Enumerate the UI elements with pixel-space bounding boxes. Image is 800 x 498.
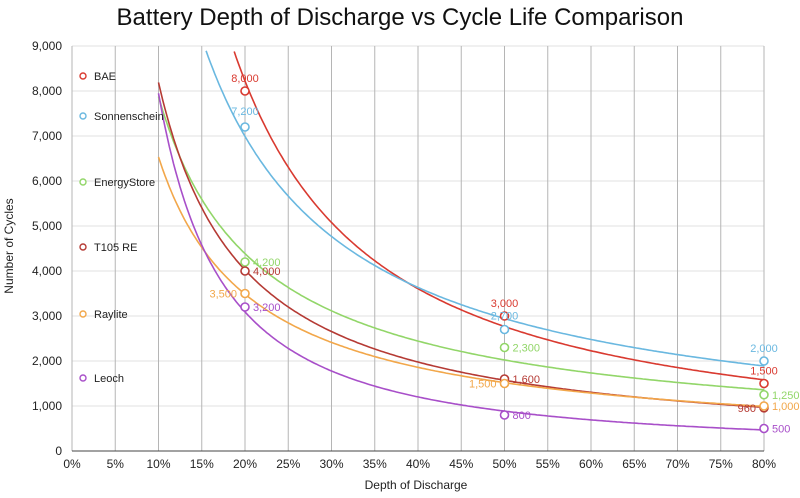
y-tick-label: 1,000	[32, 399, 62, 413]
x-tick-label: 75%	[709, 457, 733, 471]
data-label: 4,200	[253, 257, 281, 269]
data-point	[240, 86, 250, 96]
x-tick-label: 35%	[363, 457, 387, 471]
data-point	[240, 122, 250, 132]
data-label: 7,200	[231, 106, 259, 118]
legend: BAE Sonnenschein EnergyStore T105 RE Raylite…	[79, 71, 164, 385]
data-label: 1,000	[772, 401, 800, 413]
legend-marker	[79, 112, 87, 120]
x-axis-title: Depth of Discharge	[365, 478, 468, 492]
data-label: 3,200	[253, 302, 281, 314]
data-label: 1,250	[772, 390, 800, 402]
series-line	[157, 96, 765, 391]
y-axis-title: Number of Cycles	[2, 198, 16, 293]
data-label: 3,000	[491, 298, 519, 310]
data-label: 2,000	[750, 343, 778, 355]
x-tick-label: 40%	[406, 457, 430, 471]
data-points	[240, 86, 769, 434]
data-point	[759, 378, 769, 389]
legend-label: Sonnenschein	[94, 111, 164, 123]
series-line	[205, 50, 765, 367]
x-tick-label: 20%	[233, 457, 257, 471]
y-tick-label: 7,000	[32, 129, 62, 143]
data-point	[240, 266, 250, 276]
tick-labels: 0 1,000 2,000 3,000 4,000 5,000 6,000 7,000 8,00…	[32, 39, 776, 471]
x-tick-label: 10%	[146, 457, 170, 471]
data-label: 4,000	[253, 266, 281, 278]
data-label: 1,500	[469, 379, 497, 391]
series-line	[157, 156, 765, 408]
x-tick-label: 30%	[319, 457, 343, 471]
data-label: 960	[738, 403, 756, 415]
legend-label: BAE	[94, 71, 116, 83]
x-tick-label: 70%	[665, 457, 689, 471]
data-label: 1,600	[513, 374, 541, 386]
x-tick-label: 15%	[190, 457, 214, 471]
data-label: 2,300	[513, 343, 541, 355]
x-tick-label: 80%	[752, 457, 776, 471]
data-label: 2,700	[491, 311, 519, 323]
data-label: 1,500	[750, 366, 778, 378]
data-point	[499, 378, 510, 389]
legend-marker	[79, 243, 87, 251]
y-tick-label: 5,000	[32, 219, 62, 233]
series-curves	[157, 50, 765, 431]
y-tick-label: 3,000	[32, 309, 62, 323]
legend-label: Leoch	[94, 373, 124, 385]
data-point	[499, 311, 510, 321]
legend-label: EnergyStore	[94, 177, 155, 189]
data-point	[759, 423, 769, 434]
y-tick-label: 9,000	[32, 39, 62, 53]
data-point	[499, 324, 510, 335]
data-label: 800	[513, 410, 531, 422]
x-tick-label: 45%	[449, 457, 473, 471]
legend-label: Raylite	[94, 309, 128, 321]
data-point	[499, 342, 510, 353]
data-label: 500	[772, 424, 790, 436]
legend-marker	[79, 72, 87, 80]
data-point	[759, 389, 769, 400]
x-tick-label: 5%	[107, 457, 125, 471]
x-tick-label: 65%	[622, 457, 646, 471]
y-tick-label: 2,000	[32, 354, 62, 368]
data-point	[240, 302, 250, 312]
data-labels: 8,000 3,000 1,500 7,200 2,700 2,000 4,200 2,300…	[209, 73, 799, 436]
legend-marker	[79, 178, 87, 186]
legend-marker	[79, 374, 87, 382]
x-tick-label: 25%	[276, 457, 300, 471]
x-tick-label: 0%	[63, 457, 81, 471]
legend-marker	[79, 310, 87, 318]
data-point	[240, 257, 250, 267]
data-point	[759, 401, 769, 411]
series-line	[157, 93, 765, 431]
y-tick-label: 4,000	[32, 264, 62, 278]
data-point	[240, 288, 250, 299]
data-label: 3,500	[209, 289, 237, 301]
y-tick-label: 6,000	[32, 174, 62, 188]
data-point	[759, 356, 769, 366]
x-tick-label: 50%	[492, 457, 516, 471]
y-tick-label: 8,000	[32, 84, 62, 98]
legend-label: T105 RE	[94, 242, 137, 254]
x-tick-label: 60%	[579, 457, 603, 471]
data-point	[499, 410, 510, 420]
y-tick-label: 0	[55, 444, 62, 458]
series-line	[233, 51, 765, 381]
x-tick-label: 55%	[536, 457, 560, 471]
grid	[71, 45, 765, 452]
chart-title: Battery Depth of Discharge vs Cycle Life…	[117, 4, 684, 31]
data-label: 8,000	[231, 73, 259, 85]
